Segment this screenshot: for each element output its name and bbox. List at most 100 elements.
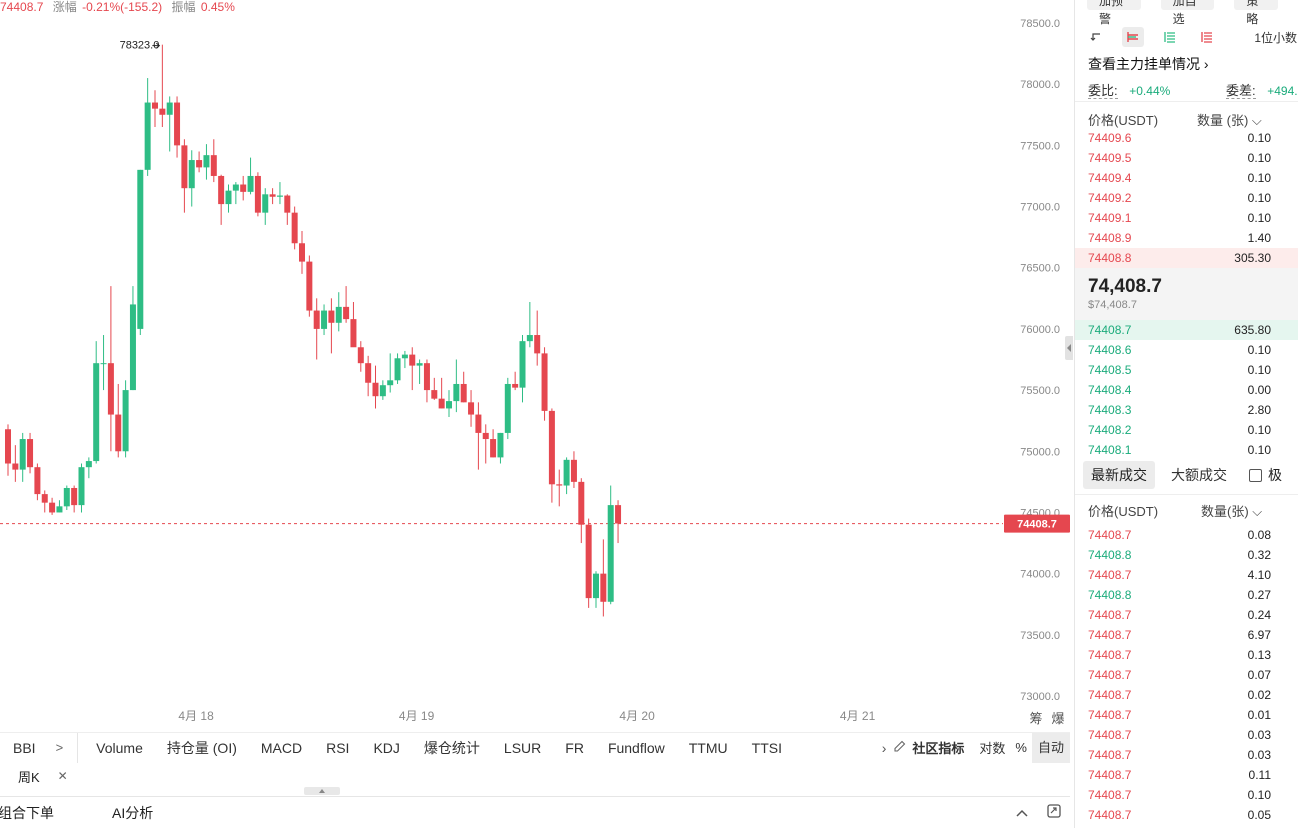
trade-row: 74408.7 6.97 [1075,625,1298,645]
expand-icon[interactable] [1038,804,1070,821]
extreme-checkbox[interactable]: 极 [1249,465,1282,485]
ai-analysis-button[interactable]: AI分析 [112,804,154,821]
candle-body [475,414,482,433]
candle-body [453,383,460,402]
ask-row[interactable]: 74409.5 0.10 [1075,148,1298,168]
bid-row[interactable]: 74408.2 0.10 [1075,420,1298,440]
x-tick-label: 4月 19 [399,709,435,723]
period-tab-weekly[interactable]: 周K [18,769,40,785]
collapse-up-handle[interactable] [304,787,340,795]
trade-price: 74408.7 [1088,528,1132,542]
candle-body [12,463,19,470]
extreme-checkbox-label: 极 [1268,467,1282,483]
candle-body [196,160,203,168]
candle-body [563,459,570,486]
candle-body [548,410,555,485]
change-label: 涨幅 [52,0,77,14]
candle-body [357,347,364,364]
ask-price: 74409.6 [1088,131,1132,145]
tab-latest-trades[interactable]: 最新成交 [1083,461,1155,489]
community-indicators-button[interactable]: 社区指标 [912,741,965,756]
ask-row[interactable]: 74409.1 0.10 [1075,208,1298,228]
strategy-button[interactable]: 策略 [1234,0,1278,26]
kline-chart-area[interactable]: 78500.0 78000.0 77500.0 77000.0 76500.0 76000… [0,0,1070,732]
both-sides-view-icon[interactable] [1122,27,1144,47]
indicator-tab[interactable]: TTSI [751,739,782,756]
candle-body [254,175,261,213]
chevron-right-icon[interactable]: > [55,740,64,755]
indicator-right-controls: › 社区指标 对数 % 自动 [878,732,1070,763]
candle-body [203,155,210,168]
ratio-value: +0.44% [1129,84,1171,98]
qty-header[interactable]: 数量 (张) ⌵ [1197,110,1262,129]
indicator-tab[interactable]: TTMU [688,739,728,756]
candle-body [115,414,122,452]
candlestick-chart[interactable]: 78500.0 78000.0 77500.0 77000.0 76500.0 76000… [0,0,1070,732]
axis-tool-label[interactable]: 爆 [1051,712,1064,727]
mid-price-usd: $74,408.7 [1088,299,1137,311]
candle-body [78,467,85,506]
scroll-right-icon[interactable]: › [881,739,887,756]
candle-body [152,102,158,109]
chevron-up-icon[interactable] [1006,805,1038,820]
tab-large-trades[interactable]: 大额成交 [1171,467,1227,483]
high-price-marker: 78323.0 [120,40,160,52]
candle-body [401,354,408,359]
candle-body [27,439,34,468]
y-tick-label: 73000.0 [1020,691,1060,703]
trade-price: 74408.7 [1088,808,1132,822]
indicator-tab[interactable]: MACD [260,739,303,756]
edit-icon[interactable] [890,740,910,755]
add-alert-button[interactable]: 加预警 [1087,0,1141,26]
ask-qty: 0.10 [1247,211,1271,225]
y-tick-label: 77500.0 [1020,140,1060,152]
percent-scale-toggle[interactable]: % [1015,740,1027,755]
log-scale-toggle[interactable]: 对数 [979,741,1006,756]
main-orders-link[interactable]: 查看主力挂单情况 › [1088,54,1209,74]
return-icon[interactable] [1085,27,1107,47]
add-favorite-button[interactable]: 加自选 [1160,0,1215,26]
indicator-tab[interactable]: 爆仓统计 [423,739,480,756]
candle-body [365,363,372,383]
bids-view-icon[interactable] [1159,27,1181,47]
bid-row[interactable]: 74408.5 0.10 [1075,360,1298,380]
indicator-tab[interactable]: Volume [96,739,143,756]
ask-row[interactable]: 74409.6 0.10 [1075,128,1298,148]
ask-qty: 1.40 [1247,231,1271,245]
ask-row[interactable]: 74409.2 0.10 [1075,188,1298,208]
auto-scale-toggle[interactable]: 自动 [1031,732,1070,763]
bid-row[interactable]: 74408.1 0.10 [1075,440,1298,460]
trade-qty: 0.10 [1247,788,1271,802]
ask-row[interactable]: 74408.9 1.40 [1075,228,1298,248]
indicator-tab[interactable]: Fundflow [607,739,665,756]
decimal-precision-select[interactable]: 1位小数 [1254,30,1297,45]
axis-tool-label[interactable]: 筹 [1029,711,1042,727]
bid-qty: 0.10 [1247,343,1271,357]
trade-row: 74408.7 0.11 [1075,765,1298,785]
ask-row[interactable]: 74409.4 0.10 [1075,168,1298,188]
chevron-right-icon: › [1203,56,1209,72]
asks-view-icon[interactable] [1196,27,1218,47]
trade-qty-header[interactable]: 数量(张) ⌵ [1201,501,1262,520]
indicator-tab[interactable]: 持仓量 (OI) [166,739,237,756]
combo-order-button[interactable]: 组合下单 [0,804,54,821]
candle-body [321,310,328,329]
bid-row[interactable]: 74408.7 635.80 [1075,320,1298,340]
bid-row[interactable]: 74408.6 0.10 [1075,340,1298,360]
ask-price: 74409.5 [1088,151,1132,165]
indicator-tab[interactable]: FR [565,739,584,756]
indicator-tab[interactable]: KDJ [373,739,400,756]
indicator-tab[interactable]: LSUR [503,739,542,756]
ask-row[interactable]: 74408.8 305.30 [1075,248,1298,268]
x-tick-label: 4月 21 [840,709,876,723]
indicator-bbi[interactable]: BBI [13,739,36,756]
candle-body [482,432,489,440]
candle-body [5,429,11,464]
bid-row[interactable]: 74408.3 2.80 [1075,400,1298,420]
bid-row[interactable]: 74408.4 0.00 [1075,380,1298,400]
indicator-tab[interactable]: RSI [326,739,350,756]
trade-row: 74408.7 0.13 [1075,645,1298,665]
panel-collapse-handle[interactable] [1065,336,1073,360]
close-icon[interactable]: ✕ [57,769,68,783]
indicator-toolbar: BBI > Volume 持仓量 (OI) MACD RSI KDJ 爆仓统计 LSUR FR… [0,732,1070,763]
